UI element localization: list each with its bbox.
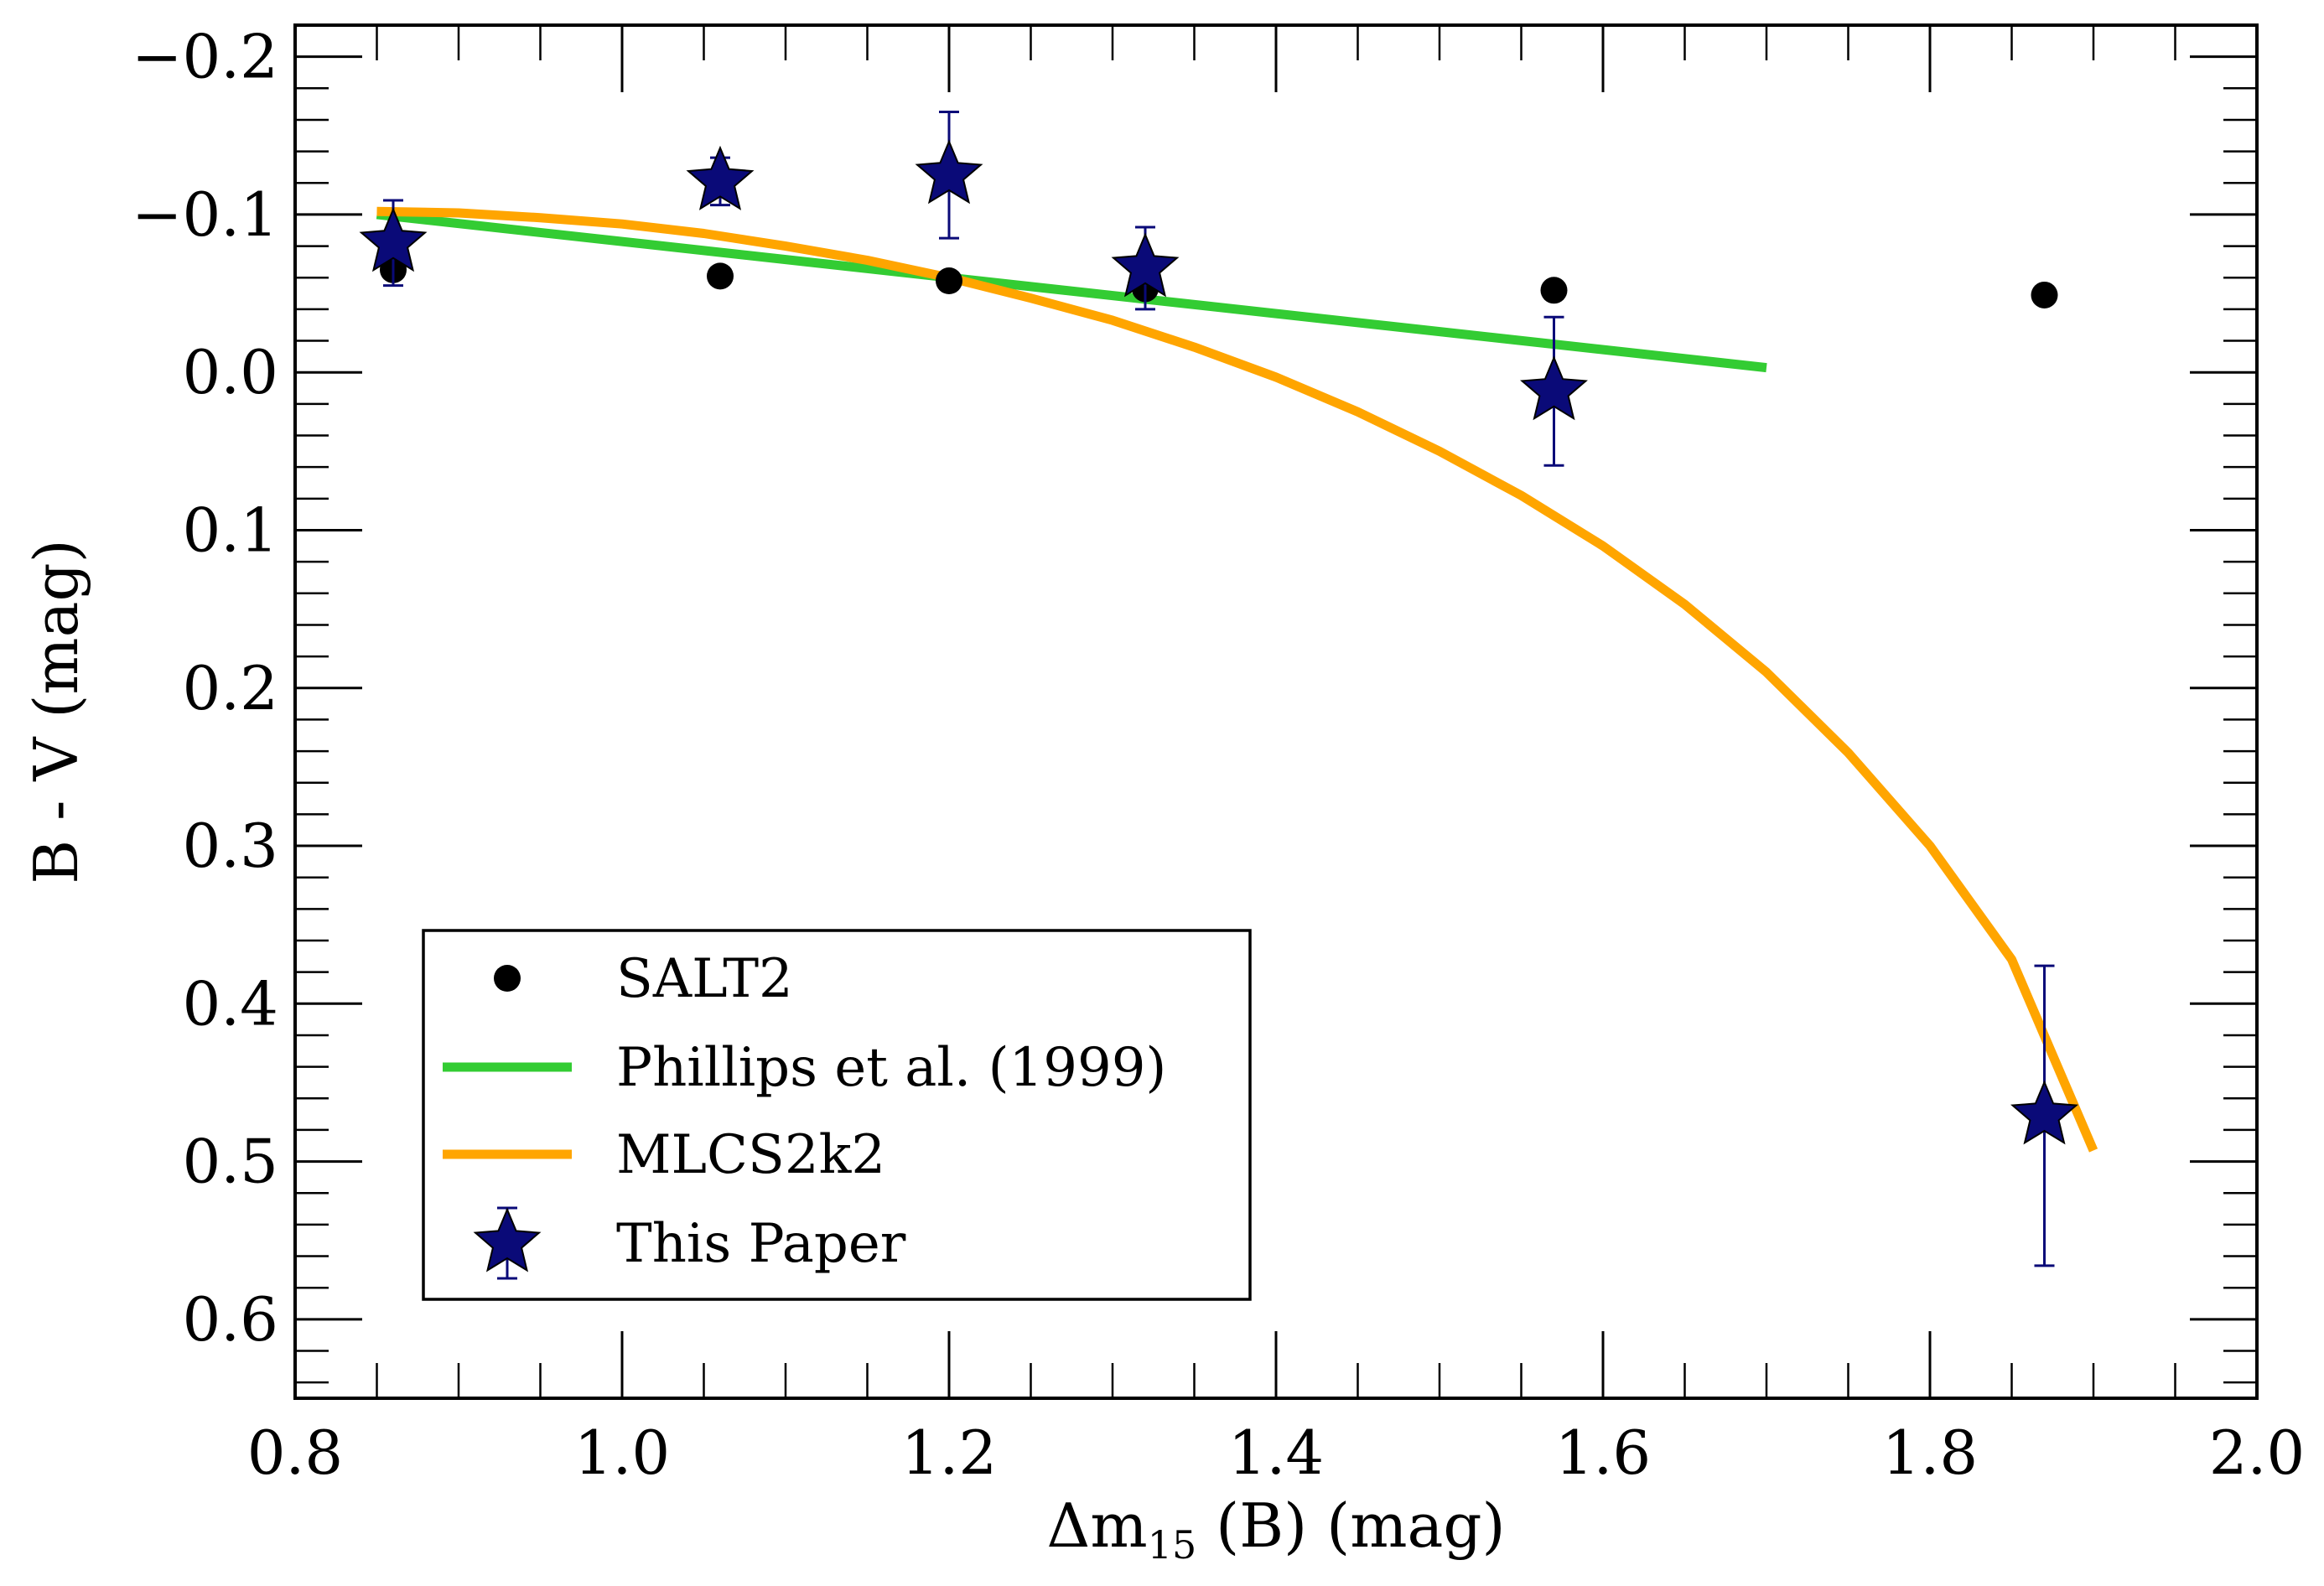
y-tick-label: 0.4 — [182, 968, 278, 1039]
salt2-point — [2031, 281, 2058, 308]
this-paper-star — [1520, 355, 1588, 421]
x-tick-label: 1.8 — [1882, 1418, 1979, 1488]
legend-star-marker — [473, 1207, 542, 1272]
x-tick-label: 1.4 — [1228, 1418, 1325, 1488]
y-tick-label: 0.1 — [182, 495, 278, 565]
legend-marker-salt2 — [494, 965, 521, 992]
this-paper-star — [915, 139, 983, 205]
y-tick-label: 0.6 — [182, 1284, 278, 1355]
y-tick-label: 0.3 — [182, 811, 278, 881]
salt2-point — [707, 262, 734, 290]
series-lines — [376, 206, 2098, 1153]
x-tick-label: 2.0 — [2209, 1418, 2306, 1488]
x-axis-label-suffix: (B) (mag) — [1196, 1490, 1505, 1561]
axis-ticks: 0.8 1.0 1.2 1.4 1.6 1.8 2.0 −0.2 −0.1 0.0 0.1 0.2 0.… — [132, 22, 2305, 1488]
x-tick-label: 0.8 — [247, 1418, 344, 1488]
y-tick-label: 0.0 — [182, 337, 278, 407]
y-tick-label: 0.5 — [182, 1127, 278, 1197]
this-paper-star — [686, 145, 755, 210]
salt2-point — [936, 267, 962, 295]
salt2-point — [1540, 277, 1568, 304]
y-tick-label: 0.2 — [182, 653, 278, 723]
legend-label: SALT2 — [616, 948, 793, 1010]
y-axis-label: B - V (mag) — [21, 539, 91, 884]
x-axis-label: Δm15 (B) (mag) — [1046, 1490, 1505, 1568]
x-tick-label: 1.2 — [901, 1418, 998, 1488]
x-axis-label-subscript: 15 — [1148, 1522, 1197, 1568]
x-tick-label: 1.6 — [1555, 1418, 1652, 1488]
this-paper-star — [2010, 1080, 2078, 1145]
series-line-mlcs2k2 — [376, 206, 2098, 1153]
legend-label: MLCS2k2 — [616, 1124, 885, 1186]
legend-label: This Paper — [616, 1213, 906, 1275]
series-line-phillips-et-al-1999- — [376, 210, 1767, 373]
y-tick-label: −0.2 — [132, 22, 278, 92]
legend: SALT2 Phillips et al. (1999) MLCS2k2 This P… — [422, 929, 1252, 1301]
this-paper-star — [359, 207, 428, 272]
x-tick-label: 1.0 — [574, 1418, 671, 1488]
legend-box — [422, 929, 1252, 1301]
x-axis-label-prefix: Δm — [1046, 1490, 1147, 1561]
y-tick-label: −0.1 — [132, 179, 278, 250]
series-points — [359, 111, 2078, 1267]
this-paper-star — [1111, 232, 1180, 298]
legend-label: Phillips et al. (1999) — [616, 1037, 1166, 1099]
